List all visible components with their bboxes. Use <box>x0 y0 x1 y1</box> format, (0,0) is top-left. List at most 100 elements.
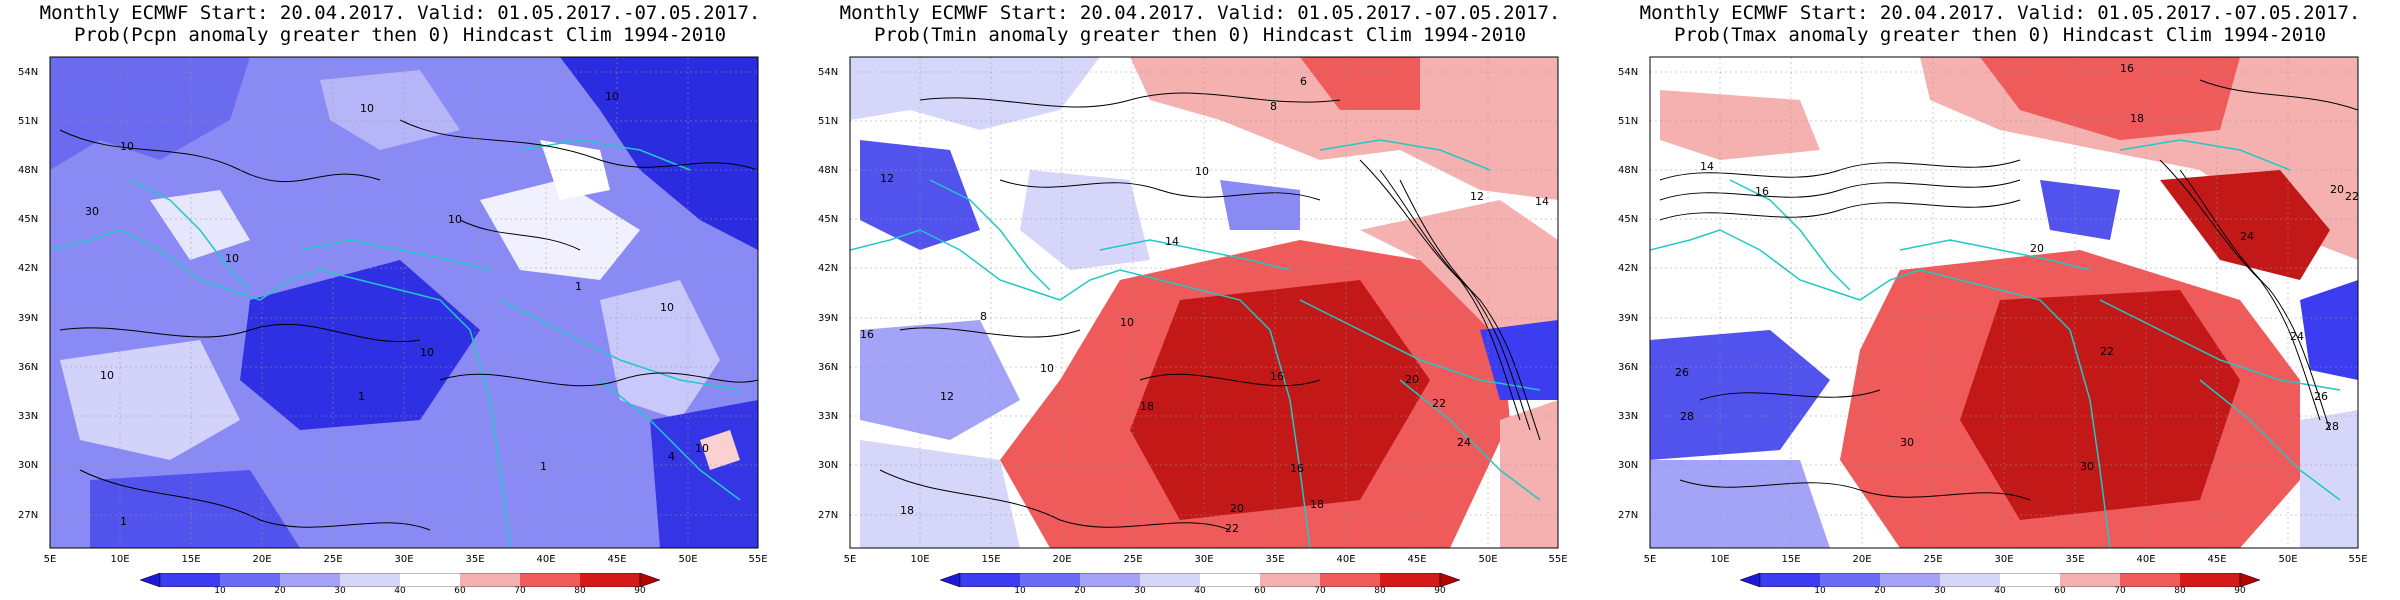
contour-labels: 10 30 10 10 10 10 10 10 10 1 10 1 1 1 4 <box>85 90 709 528</box>
svg-text:27N: 27N <box>18 510 38 521</box>
svg-text:8: 8 <box>980 310 987 323</box>
svg-text:14: 14 <box>1165 235 1179 248</box>
svg-text:10: 10 <box>360 102 374 115</box>
svg-text:45N: 45N <box>1618 214 1638 225</box>
svg-text:15E: 15E <box>981 554 1000 565</box>
svg-text:40E: 40E <box>1336 554 1355 565</box>
svg-text:22: 22 <box>2345 190 2359 203</box>
svg-text:45E: 45E <box>2207 554 2226 565</box>
svg-text:22: 22 <box>1225 522 1239 535</box>
svg-text:6: 6 <box>1300 75 1307 88</box>
svg-text:39N: 39N <box>18 313 38 324</box>
svg-text:30: 30 <box>1900 436 1914 449</box>
svg-text:10: 10 <box>695 442 709 455</box>
svg-text:5E: 5E <box>844 554 857 565</box>
panel-title-line2: Prob(Pcpn anomaly greater then 0) Hindca… <box>73 24 727 46</box>
svg-text:20E: 20E <box>252 554 271 565</box>
svg-text:20: 20 <box>2330 183 2344 196</box>
svg-text:16: 16 <box>1755 185 1769 198</box>
svg-text:45N: 45N <box>18 214 38 225</box>
colorbar <box>1740 573 2260 587</box>
svg-text:10: 10 <box>1120 316 1134 329</box>
svg-text:20E: 20E <box>1852 554 1871 565</box>
coastlines <box>50 139 741 548</box>
svg-text:24: 24 <box>2240 230 2254 243</box>
svg-text:42N: 42N <box>1618 263 1638 274</box>
svg-text:45N: 45N <box>818 214 838 225</box>
colorbar <box>140 573 660 587</box>
svg-text:8: 8 <box>1270 100 1277 113</box>
svg-text:36N: 36N <box>18 362 38 373</box>
svg-text:50E: 50E <box>1478 554 1497 565</box>
svg-text:36N: 36N <box>818 362 838 373</box>
svg-text:55E: 55E <box>1548 554 1567 565</box>
svg-text:10E: 10E <box>110 554 129 565</box>
svg-text:18: 18 <box>1310 498 1324 511</box>
svg-text:48N: 48N <box>818 165 838 176</box>
svg-text:30E: 30E <box>1994 554 2013 565</box>
svg-text:51N: 51N <box>18 116 38 127</box>
svg-text:10: 10 <box>120 140 134 153</box>
svg-text:27N: 27N <box>818 510 838 521</box>
lat-labels: 54N 51N 48N 45N 42N 39N 36N 33N 30N 27N <box>18 67 38 521</box>
map-precip: 10 30 10 10 10 10 10 10 10 1 10 1 1 1 4 … <box>18 56 768 565</box>
svg-text:25E: 25E <box>323 554 342 565</box>
svg-text:24: 24 <box>2290 330 2304 343</box>
svg-text:30: 30 <box>85 205 99 218</box>
lon-labels: 5E 10E 15E 20E 25E 30E 35E 40E 45E 50E 5… <box>44 554 768 565</box>
svg-text:14: 14 <box>1700 160 1714 173</box>
svg-text:1: 1 <box>575 280 582 293</box>
panel-title-line2: Prob(Tmin anomaly greater then 0) Hindca… <box>873 24 1527 46</box>
svg-text:10: 10 <box>1195 165 1209 178</box>
svg-text:50E: 50E <box>2278 554 2297 565</box>
svg-text:48N: 48N <box>18 165 38 176</box>
svg-text:51N: 51N <box>1618 116 1638 127</box>
svg-text:55E: 55E <box>748 554 767 565</box>
colorbar <box>940 573 1460 587</box>
svg-text:54N: 54N <box>818 67 838 78</box>
panel-title-line1: Monthly ECMWF Start: 20.04.2017. Valid: … <box>839 2 1561 24</box>
svg-text:18: 18 <box>1140 400 1154 413</box>
svg-text:16: 16 <box>1270 370 1284 383</box>
panel-title-line1: Monthly ECMWF Start: 20.04.2017. Valid: … <box>39 2 761 24</box>
svg-text:26: 26 <box>1675 366 1689 379</box>
svg-text:39N: 39N <box>1618 313 1638 324</box>
svg-text:18: 18 <box>2130 112 2144 125</box>
svg-text:10: 10 <box>448 213 462 226</box>
svg-text:30N: 30N <box>1618 460 1638 471</box>
svg-text:20: 20 <box>1405 373 1419 386</box>
svg-text:12: 12 <box>940 390 954 403</box>
svg-text:33N: 33N <box>1618 411 1638 422</box>
svg-text:16: 16 <box>1290 462 1304 475</box>
svg-text:1: 1 <box>358 390 365 403</box>
svg-text:10: 10 <box>100 369 114 382</box>
svg-text:10: 10 <box>605 90 619 103</box>
svg-text:28: 28 <box>2325 420 2339 433</box>
svg-text:54N: 54N <box>1618 67 1638 78</box>
svg-text:25E: 25E <box>1123 554 1142 565</box>
svg-text:40E: 40E <box>2136 554 2155 565</box>
svg-text:42N: 42N <box>18 263 38 274</box>
latlon-grid <box>50 57 758 548</box>
svg-text:33N: 33N <box>818 411 838 422</box>
panel-tmax: Monthly ECMWF Start: 20.04.2017. Valid: … <box>1600 0 2400 600</box>
svg-text:20: 20 <box>1230 502 1244 515</box>
panel-tmin: Monthly ECMWF Start: 20.04.2017. Valid: … <box>800 0 1600 600</box>
contours <box>59 119 758 531</box>
panel-title-line1: Monthly ECMWF Start: 20.04.2017. Valid: … <box>1639 2 2361 24</box>
map-tmin: 6 8 10 12 12 10 8 14 16 12 10 16 18 20 2… <box>818 56 1568 565</box>
svg-text:50E: 50E <box>678 554 697 565</box>
svg-text:12: 12 <box>880 172 894 185</box>
svg-text:39N: 39N <box>818 313 838 324</box>
svg-text:10E: 10E <box>910 554 929 565</box>
svg-text:30N: 30N <box>18 460 38 471</box>
svg-text:16: 16 <box>2120 62 2134 75</box>
svg-text:16: 16 <box>860 328 874 341</box>
svg-text:33N: 33N <box>18 411 38 422</box>
svg-text:45E: 45E <box>607 554 626 565</box>
svg-text:18: 18 <box>900 504 914 517</box>
svg-text:20E: 20E <box>1052 554 1071 565</box>
svg-text:48N: 48N <box>1618 165 1638 176</box>
svg-text:15E: 15E <box>1781 554 1800 565</box>
svg-text:54N: 54N <box>18 67 38 78</box>
